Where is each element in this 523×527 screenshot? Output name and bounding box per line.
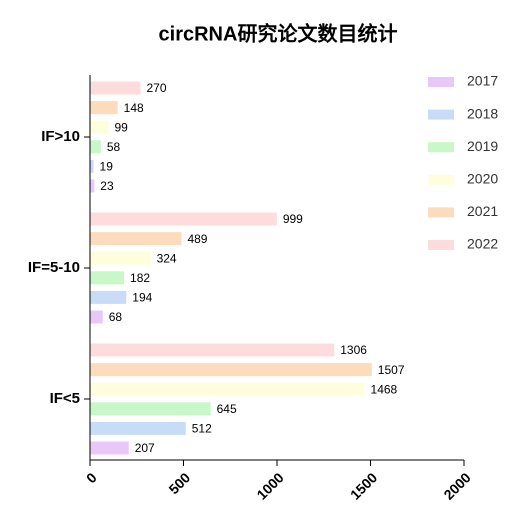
legend-swatch	[428, 77, 454, 87]
data-label: 148	[124, 101, 144, 115]
bar	[90, 140, 101, 154]
data-label: 324	[157, 251, 177, 265]
x-tick-label: 2000	[440, 469, 473, 502]
legend-swatch	[428, 207, 454, 218]
x-tick-label: 1500	[347, 469, 380, 502]
bar	[90, 402, 211, 416]
data-label: 512	[192, 422, 212, 436]
bar	[90, 343, 335, 357]
legend-swatch	[428, 109, 454, 120]
data-label: 1306	[340, 343, 367, 357]
y-tick-label: IF>10	[41, 128, 80, 145]
legend-swatch	[428, 174, 454, 185]
y-tick-label: IF<5	[50, 390, 80, 407]
bar	[90, 363, 372, 377]
legend-label: 2022	[467, 236, 498, 252]
data-label: 645	[217, 402, 237, 416]
bar	[90, 179, 95, 193]
data-label: 207	[135, 441, 155, 455]
data-label: 1507	[378, 363, 405, 377]
chart-title: circRNA研究论文数目统计	[159, 21, 398, 45]
legend-label: 2020	[467, 171, 498, 187]
data-label: 23	[100, 179, 114, 193]
bar	[90, 159, 94, 173]
bar	[90, 101, 118, 115]
x-tick-label: 0	[83, 469, 100, 486]
data-label: 1468	[371, 382, 398, 396]
legend-swatch	[428, 142, 454, 153]
bar	[90, 251, 151, 265]
legend-label: 2021	[467, 203, 498, 219]
bar	[90, 290, 127, 304]
data-label: 19	[100, 160, 114, 174]
data-label: 99	[115, 120, 129, 134]
data-label: 182	[130, 271, 150, 285]
data-label: 999	[283, 212, 303, 226]
bar	[90, 120, 109, 134]
data-label: 194	[132, 291, 152, 305]
x-tick-label: 500	[165, 469, 193, 497]
legend-label: 2017	[467, 73, 498, 89]
legend-label: 2018	[467, 105, 498, 121]
bar	[90, 441, 129, 455]
data-label: 270	[146, 81, 166, 95]
legend-swatch	[428, 240, 454, 250]
data-label: 489	[187, 232, 207, 246]
bar	[90, 382, 365, 396]
y-tick-label: IF=5-10	[28, 259, 80, 276]
legend-label: 2019	[467, 138, 498, 154]
x-tick-label: 1000	[253, 469, 286, 502]
bar	[90, 81, 141, 95]
bar	[90, 310, 103, 324]
bar	[90, 271, 125, 285]
bar	[90, 421, 186, 435]
data-label: 58	[107, 140, 121, 154]
bar	[90, 212, 277, 226]
data-label: 68	[109, 310, 123, 324]
bar	[90, 232, 182, 246]
